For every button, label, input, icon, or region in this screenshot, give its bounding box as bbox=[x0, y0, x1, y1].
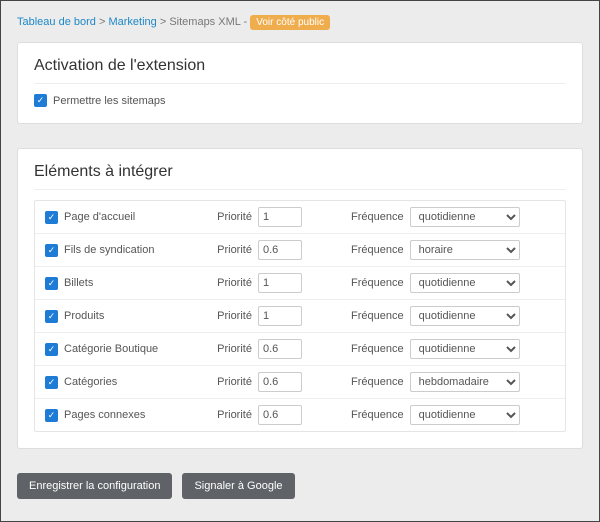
frequency-label: Fréquence bbox=[351, 310, 404, 322]
signal-google-button[interactable]: Signaler à Google bbox=[182, 473, 294, 499]
element-row: Fils de syndication Priorité Fréquence quot… bbox=[35, 234, 565, 267]
element-label: Pages connexes bbox=[64, 409, 145, 421]
frequency-select[interactable]: quotidiennehorairehebdomadairemensuelle bbox=[410, 339, 520, 359]
allow-sitemaps-label: Permettre les sitemaps bbox=[53, 95, 165, 107]
element-checkbox[interactable] bbox=[45, 376, 58, 389]
element-label: Billets bbox=[64, 277, 93, 289]
breadcrumb-sep: > bbox=[99, 16, 105, 28]
element-row: Catégorie Boutique Priorité Fréquence quoti… bbox=[35, 333, 565, 366]
frequency-label: Fréquence bbox=[351, 376, 404, 388]
frequency-select[interactable]: quotidiennehorairehebdomadairemensuelle bbox=[410, 207, 520, 227]
priority-input[interactable] bbox=[258, 306, 302, 326]
breadcrumb-dashboard-link[interactable]: Tableau de bord bbox=[17, 16, 96, 28]
frequency-select[interactable]: quotidiennehorairehebdomadairemensuelle bbox=[410, 372, 520, 392]
frequency-label: Fréquence bbox=[351, 409, 404, 421]
frequency-label: Fréquence bbox=[351, 211, 404, 223]
priority-label: Priorité bbox=[217, 244, 252, 256]
element-label: Catégories bbox=[64, 376, 117, 388]
element-row: Billets Priorité Fréquence quotidiennehorai… bbox=[35, 267, 565, 300]
frequency-label: Fréquence bbox=[351, 277, 404, 289]
element-row: Pages connexes Priorité Fréquence quotidien… bbox=[35, 399, 565, 431]
breadcrumb-marketing-link[interactable]: Marketing bbox=[108, 16, 156, 28]
element-checkbox[interactable] bbox=[45, 244, 58, 257]
priority-input[interactable] bbox=[258, 372, 302, 392]
save-button[interactable]: Enregistrer la configuration bbox=[17, 473, 172, 499]
element-row: Page d'accueil Priorité Fréquence quotidien… bbox=[35, 201, 565, 234]
frequency-select[interactable]: quotidiennehorairehebdomadairemensuelle bbox=[410, 405, 520, 425]
element-checkbox[interactable] bbox=[45, 277, 58, 290]
frequency-label: Fréquence bbox=[351, 343, 404, 355]
frequency-select[interactable]: quotidiennehorairehebdomadairemensuelle bbox=[410, 240, 520, 260]
activation-panel: Activation de l'extension Permettre les … bbox=[17, 42, 583, 124]
activation-title: Activation de l'extension bbox=[34, 57, 566, 84]
element-label: Fils de syndication bbox=[64, 244, 155, 256]
breadcrumb-sep: > bbox=[160, 16, 166, 28]
elements-table: Page d'accueil Priorité Fréquence quotidien… bbox=[34, 200, 566, 432]
priority-input[interactable] bbox=[258, 405, 302, 425]
element-label: Page d'accueil bbox=[64, 211, 135, 223]
priority-label: Priorité bbox=[217, 310, 252, 322]
element-label: Catégorie Boutique bbox=[64, 343, 158, 355]
allow-sitemaps-checkbox[interactable] bbox=[34, 94, 47, 107]
breadcrumb-current: Sitemaps XML bbox=[169, 16, 240, 28]
frequency-label: Fréquence bbox=[351, 244, 404, 256]
priority-label: Priorité bbox=[217, 211, 252, 223]
priority-label: Priorité bbox=[217, 409, 252, 421]
element-checkbox[interactable] bbox=[45, 211, 58, 224]
view-public-badge[interactable]: Voir côté public bbox=[250, 15, 330, 30]
element-row: Catégories Priorité Fréquence quotidienneho… bbox=[35, 366, 565, 399]
frequency-select[interactable]: quotidiennehorairehebdomadairemensuelle bbox=[410, 306, 520, 326]
actions-bar: Enregistrer la configuration Signaler à … bbox=[17, 473, 583, 499]
element-checkbox[interactable] bbox=[45, 343, 58, 356]
priority-label: Priorité bbox=[217, 376, 252, 388]
breadcrumb-dash: - bbox=[244, 16, 251, 28]
frequency-select[interactable]: quotidiennehorairehebdomadairemensuelle bbox=[410, 273, 520, 293]
element-checkbox[interactable] bbox=[45, 409, 58, 422]
element-checkbox[interactable] bbox=[45, 310, 58, 323]
priority-input[interactable] bbox=[258, 207, 302, 227]
priority-input[interactable] bbox=[258, 339, 302, 359]
elements-title: Eléments à intégrer bbox=[34, 163, 566, 190]
priority-label: Priorité bbox=[217, 343, 252, 355]
elements-panel: Eléments à intégrer Page d'accueil Priori… bbox=[17, 148, 583, 449]
breadcrumb: Tableau de bord > Marketing > Sitemaps X… bbox=[17, 15, 583, 30]
priority-input[interactable] bbox=[258, 273, 302, 293]
element-label: Produits bbox=[64, 310, 104, 322]
element-row: Produits Priorité Fréquence quotidiennehora… bbox=[35, 300, 565, 333]
priority-input[interactable] bbox=[258, 240, 302, 260]
priority-label: Priorité bbox=[217, 277, 252, 289]
